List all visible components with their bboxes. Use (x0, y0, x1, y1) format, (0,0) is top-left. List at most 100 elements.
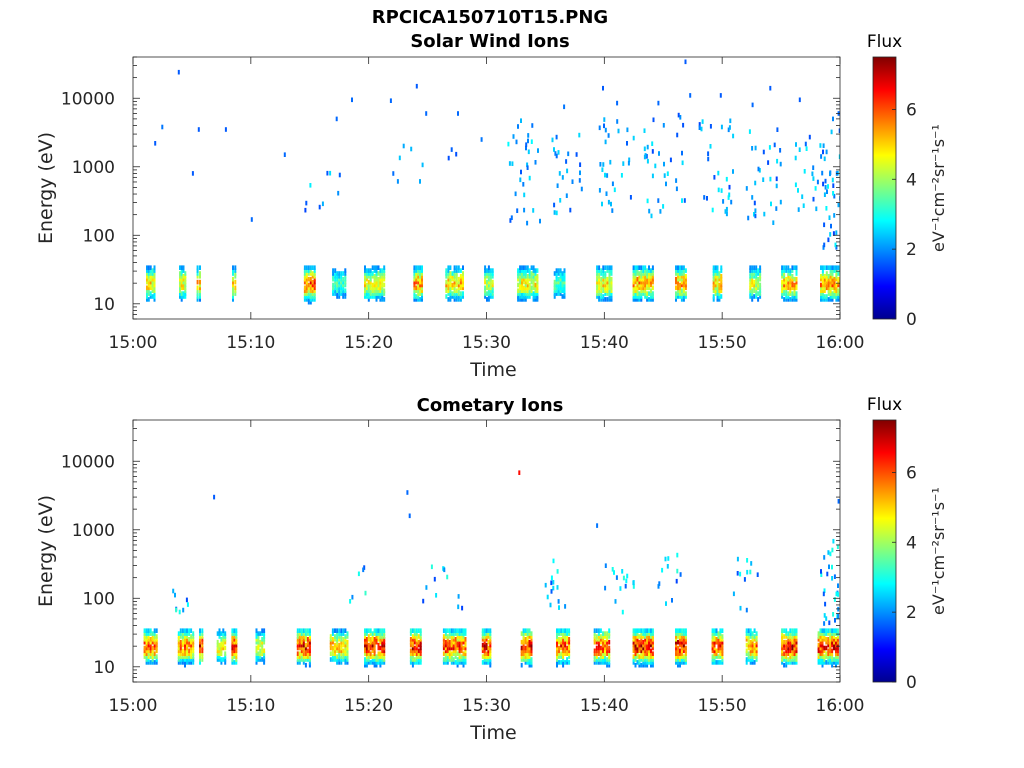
burst-cell (459, 276, 462, 282)
burst-cell (454, 628, 457, 633)
burst-cell (147, 282, 150, 288)
burst-cell (365, 637, 368, 642)
burst-cell (146, 291, 148, 296)
burst-cell (602, 645, 604, 651)
burst-cell (783, 642, 786, 648)
burst-cell (837, 291, 840, 296)
axes-box (132, 56, 841, 320)
burst-cell (606, 265, 609, 270)
burst-cell (308, 634, 311, 639)
burst-cell (375, 282, 378, 288)
burst-cell (306, 642, 309, 648)
burst-cell (680, 648, 683, 654)
burst-cell (787, 268, 790, 273)
burst-cell (487, 285, 490, 291)
burst-cell (793, 637, 796, 642)
burst-cell (346, 642, 349, 648)
burst-cell (302, 631, 305, 636)
burst-cell (553, 282, 556, 288)
burst-cell (795, 268, 798, 273)
burst-cell (329, 651, 332, 656)
burst-cell (342, 271, 345, 276)
scatter-cell (739, 605, 742, 611)
burst-cell (680, 271, 683, 276)
y-tick-label: 1000 (72, 158, 115, 178)
scatter-cell (643, 128, 646, 133)
burst-cell (636, 265, 639, 270)
burst-cell (233, 654, 236, 659)
burst-cell (682, 634, 685, 639)
burst-cell (785, 282, 788, 288)
burst-cell (719, 645, 722, 651)
burst-cell (646, 276, 649, 282)
burst-cell (257, 631, 260, 636)
burst-cell (487, 297, 490, 302)
burst-cell (563, 282, 566, 288)
burst-cell (677, 285, 679, 291)
burst-cell (593, 631, 596, 636)
burst-cell (638, 645, 641, 651)
burst-cell (489, 631, 492, 636)
burst-cell (364, 268, 366, 273)
burst-cell (716, 285, 719, 291)
burst-cell (712, 276, 715, 282)
burst-cell (634, 276, 637, 282)
burst-cell (201, 654, 204, 659)
burst-cell (711, 648, 714, 654)
burst-cell (593, 657, 596, 662)
burst-cell (421, 285, 423, 291)
burst-cell (143, 639, 146, 645)
burst-cell (149, 291, 152, 296)
burst-cell (336, 631, 339, 636)
burst-cell (313, 268, 316, 273)
scatter-cell (772, 220, 775, 225)
burst-cell (606, 276, 609, 282)
burst-cell (199, 651, 201, 656)
burst-cell (521, 285, 523, 291)
burst-cell (364, 282, 366, 288)
burst-cell (717, 645, 720, 651)
burst-cell (829, 271, 832, 276)
burst-cell (457, 276, 460, 282)
burst-cell (640, 639, 643, 645)
burst-cell (235, 631, 238, 636)
burst-cell (487, 268, 490, 273)
burst-cell (677, 657, 679, 662)
burst-cell (682, 294, 685, 299)
burst-cell (481, 660, 484, 665)
burst-cell (220, 639, 223, 645)
burst-cell (381, 282, 384, 288)
burst-cell (462, 657, 465, 662)
burst-cell (460, 637, 463, 642)
burst-cell (785, 631, 788, 636)
burst-cell (833, 634, 835, 639)
burst-cell (642, 657, 645, 662)
burst-cell (449, 271, 452, 276)
burst-cell (367, 279, 370, 285)
burst-cell (365, 654, 368, 659)
burst-cell (255, 639, 258, 645)
burst-cell (597, 628, 600, 633)
burst-cell (149, 654, 152, 659)
burst-cell (644, 282, 647, 288)
burst-cell (338, 285, 341, 291)
burst-cell (817, 657, 820, 662)
scatter-cell (822, 181, 825, 187)
burst-cell (421, 265, 423, 270)
burst-cell (190, 634, 193, 639)
burst-cell (489, 648, 492, 654)
burst-cell (831, 276, 834, 282)
burst-cell (521, 297, 523, 302)
burst-cell (829, 634, 832, 639)
burst-cell (524, 645, 527, 651)
burst-cell (458, 660, 461, 665)
scatter-cell (709, 124, 712, 129)
scatter-cell (657, 584, 660, 589)
burst-cell (680, 660, 683, 665)
burst-cell (825, 265, 828, 270)
burst-cell (259, 642, 262, 648)
burst-cell (755, 634, 758, 639)
burst-cell (632, 268, 635, 273)
burst-cell (298, 631, 301, 636)
burst-cell (201, 651, 204, 656)
